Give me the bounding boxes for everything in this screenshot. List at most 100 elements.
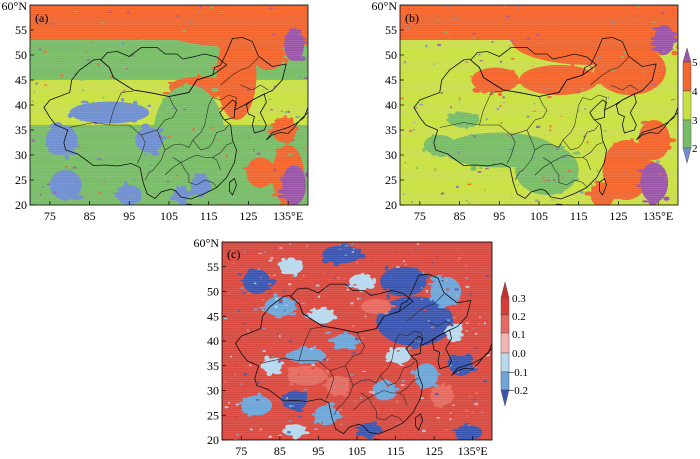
field-patch <box>376 296 454 347</box>
field-speckle <box>332 336 340 340</box>
colorbar-diff-label: −0.2 <box>508 385 528 397</box>
field-pixel <box>405 263 407 265</box>
field-pixel <box>255 399 260 401</box>
field-speckle <box>160 114 164 119</box>
lon-tick-label: 135°E <box>458 444 488 458</box>
field-speckle <box>367 281 377 284</box>
field-pixel <box>77 146 82 149</box>
field-speckle <box>559 65 563 69</box>
field-speckle <box>205 186 212 190</box>
border-outline <box>451 342 492 376</box>
field-pixel <box>456 185 459 188</box>
field-pixel <box>234 364 238 367</box>
field-speckle <box>67 113 73 119</box>
field-speckle <box>277 261 286 267</box>
field-pixel <box>220 10 223 13</box>
field-pixel <box>224 422 228 424</box>
field-pixel <box>243 323 247 325</box>
field-speckle <box>366 300 371 303</box>
field-pixel <box>465 285 470 288</box>
field-speckle <box>120 102 129 106</box>
field-pixel <box>239 150 241 152</box>
field-speckle <box>643 51 652 56</box>
field-speckle <box>256 5 260 11</box>
field-speckle <box>281 394 289 398</box>
field-pixel <box>147 57 151 60</box>
field-pixel <box>385 312 389 315</box>
field-speckle <box>397 335 401 341</box>
lat-tick-label: 45 <box>15 73 27 87</box>
field-speckle <box>516 80 522 84</box>
field-speckle <box>509 79 518 85</box>
field-pixel <box>167 136 171 138</box>
field-pixel <box>399 289 403 292</box>
field-speckle <box>562 185 570 189</box>
field-pixel <box>340 385 343 387</box>
field-pixel <box>303 146 305 149</box>
field-pixel <box>469 395 471 398</box>
field-speckle <box>447 359 454 365</box>
province-boundary <box>406 293 444 322</box>
field-speckle <box>644 149 649 153</box>
field-speckle <box>445 118 451 121</box>
field-pixel <box>129 196 131 198</box>
field-patch <box>149 6 277 29</box>
map-c-lon-ticks: 75 85 95 105 115 125 135°E <box>235 436 488 458</box>
field-patch <box>190 175 211 195</box>
field-pixel <box>102 96 105 99</box>
field-pixel <box>225 154 228 157</box>
field-speckle <box>248 48 252 54</box>
field-speckle <box>622 191 626 196</box>
field-pixel <box>210 127 213 129</box>
field-speckle <box>125 202 132 205</box>
field-pixel <box>423 370 427 373</box>
field-pixel <box>273 161 277 163</box>
lat-tick-label: 30 <box>385 148 397 162</box>
lon-tick-label: 125 <box>609 209 627 223</box>
colorbar-classes-seg-4 <box>682 61 692 92</box>
field-pixel <box>353 248 355 250</box>
border-outline <box>228 177 237 196</box>
field-speckle <box>64 154 70 160</box>
field-pixel <box>262 328 266 330</box>
field-speckle <box>303 40 308 44</box>
field-speckle <box>446 301 450 305</box>
field-speckle <box>284 34 290 39</box>
field-pixel <box>354 400 357 402</box>
field-pixel <box>286 397 288 400</box>
field-pixel <box>225 333 229 336</box>
field-pixel <box>568 165 570 167</box>
field-pixel <box>100 21 104 24</box>
field-pixel <box>607 16 611 19</box>
province-boundary <box>426 320 454 327</box>
field-speckle <box>290 168 296 174</box>
field-speckle <box>208 176 213 180</box>
field-speckle <box>246 285 251 289</box>
field-pixel <box>190 188 193 192</box>
field-pixel <box>35 135 38 137</box>
field-speckle <box>265 406 271 412</box>
field-pixel <box>386 385 390 388</box>
map-c-lat-top: 60°N <box>194 236 220 250</box>
field-speckle <box>449 354 458 360</box>
field-pixel <box>240 287 244 289</box>
border-outline <box>290 283 414 334</box>
colorbar-classes-label: 2 <box>692 143 698 155</box>
field-speckle <box>358 286 364 292</box>
lat-tick-label: 35 <box>385 123 397 137</box>
field-pixel <box>126 73 129 75</box>
lat-tick-label: 55 <box>15 23 27 37</box>
field-pixel <box>300 56 303 59</box>
field-speckle <box>273 370 282 375</box>
field-speckle <box>344 331 348 335</box>
field-pixel <box>581 88 584 91</box>
field-pixel <box>291 139 295 141</box>
field-pixel <box>140 39 144 42</box>
province-boundary <box>172 157 217 188</box>
field-speckle <box>289 117 294 122</box>
field-pixel <box>261 298 265 301</box>
field-pixel <box>60 57 63 60</box>
field-speckle <box>176 186 180 190</box>
field-pixel <box>278 360 281 363</box>
field-speckle <box>387 381 392 385</box>
